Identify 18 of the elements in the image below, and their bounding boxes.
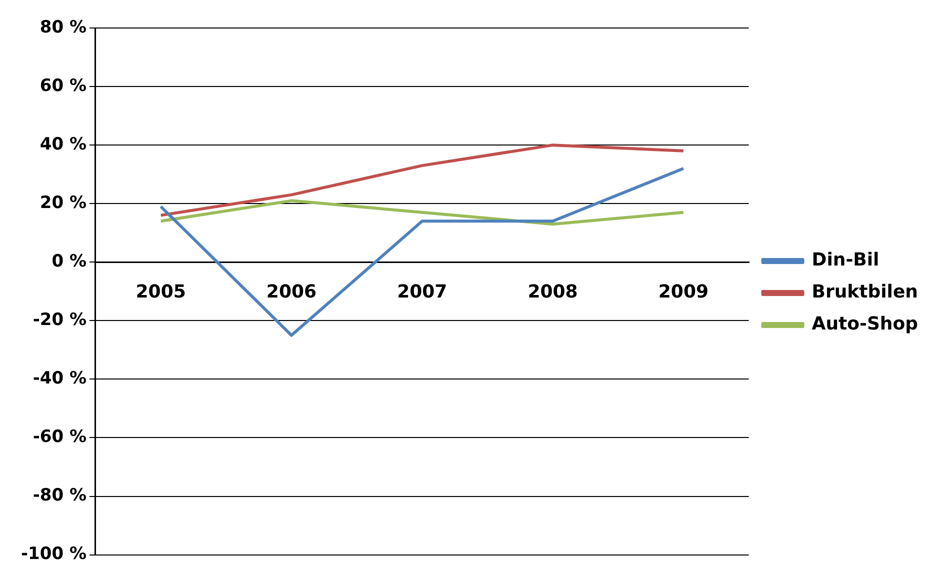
y-tick-label: -80 % <box>32 486 86 506</box>
y-tick-label: 40 % <box>40 134 86 154</box>
y-tick-label: 20 % <box>40 193 86 214</box>
y-tick-label: 60 % <box>40 76 86 96</box>
y-tick-label: 0 % <box>52 252 86 272</box>
y-tick-label: -100 % <box>20 544 86 564</box>
legend-label: Din-Bil <box>812 250 880 271</box>
x-tick-label: 2009 <box>658 282 708 303</box>
legend-label: Auto-Shop <box>812 314 918 335</box>
y-tick-label: 80 % <box>40 17 86 38</box>
y-tick-label: -40 % <box>32 368 86 389</box>
x-tick-label: 2008 <box>528 282 578 303</box>
legend-label: Bruktbilen <box>812 282 918 303</box>
x-tick-label: 2007 <box>397 282 448 303</box>
x-tick-label: 2006 <box>266 282 317 303</box>
x-tick-label: 2005 <box>136 282 186 303</box>
y-tick-label: -60 % <box>32 427 86 448</box>
y-tick-label: -20 % <box>32 310 86 330</box>
